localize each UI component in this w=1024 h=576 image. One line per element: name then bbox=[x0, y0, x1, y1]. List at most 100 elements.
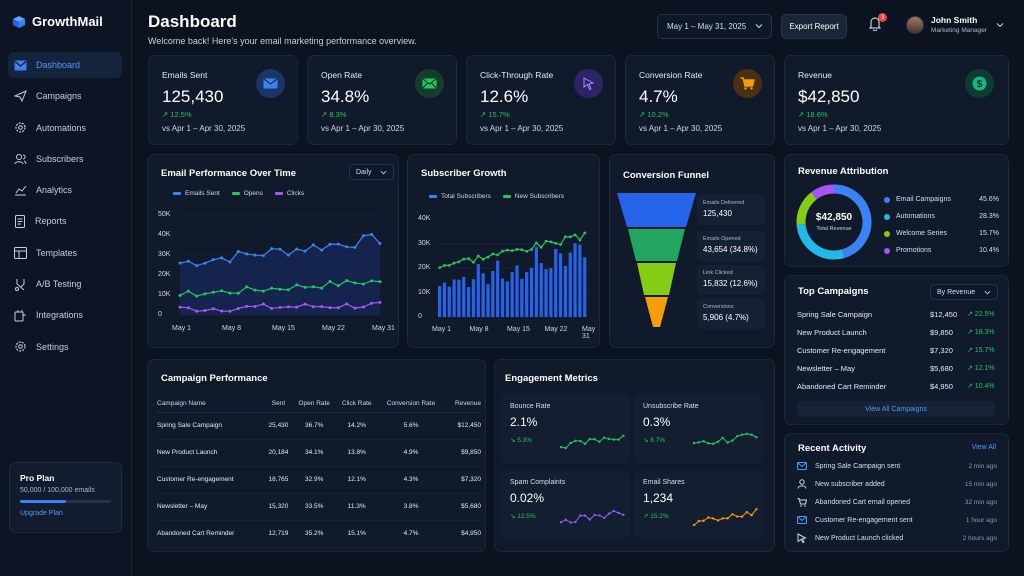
series-point bbox=[443, 264, 446, 267]
sparkline-point bbox=[716, 519, 720, 522]
series-point bbox=[564, 235, 567, 239]
users-icon bbox=[14, 153, 27, 165]
column-header[interactable]: Conversion Rate bbox=[377, 396, 445, 413]
sparkline-point bbox=[750, 513, 753, 517]
sidebar-item-campaigns[interactable]: Campaigns bbox=[8, 83, 122, 109]
sort-select[interactable]: By Revenue bbox=[930, 284, 998, 300]
series-point bbox=[203, 261, 207, 265]
x-tick-label: May 8 bbox=[469, 326, 489, 333]
campaign-row[interactable]: Customer Re-engagement $7,320 ↗ 15.7% bbox=[797, 346, 995, 355]
series-point bbox=[505, 248, 509, 252]
activity-item[interactable]: New Product Launch clicked 2 hours ago bbox=[797, 529, 997, 547]
stat-compare: vs Apr 1 – Apr 30, 2025 bbox=[162, 124, 246, 133]
series-point bbox=[320, 305, 324, 309]
view-all-campaigns-button[interactable]: View All Campaigns bbox=[797, 401, 995, 417]
series-point bbox=[583, 231, 587, 235]
series-point bbox=[261, 289, 265, 293]
stat-card-emails-sent: Emails Sent 125,430 ↗ 12.5% vs Apr 1 – A… bbox=[148, 55, 298, 145]
sidebar-item-automations[interactable]: Automations bbox=[8, 115, 122, 141]
sparkline-point bbox=[579, 439, 582, 443]
campaign-row[interactable]: New Product Launch $9,850 ↗ 18.3% bbox=[797, 328, 995, 337]
sparkline-point bbox=[740, 433, 744, 436]
revenue-attribution-title: Revenue Attribution bbox=[798, 166, 889, 177]
table-row[interactable]: Customer Re-engagement 18,765 32.9% 12.1% 4.… bbox=[157, 466, 481, 494]
column-header[interactable]: Click Rate bbox=[336, 396, 378, 413]
area-fill bbox=[180, 234, 380, 315]
bell-icon[interactable] bbox=[868, 16, 882, 31]
table-row[interactable]: Abandoned Cart Reminder 12,719 35.2% 15.1% 4… bbox=[157, 520, 481, 548]
series-point bbox=[245, 252, 249, 256]
sidebar-item-label: Subscribers bbox=[36, 153, 84, 164]
export-report-button[interactable]: Export Report bbox=[781, 14, 847, 39]
stat-value: $42,850 bbox=[798, 87, 860, 106]
sparkline-point bbox=[707, 516, 710, 519]
bar bbox=[476, 264, 480, 317]
column-header[interactable]: Open Rate bbox=[292, 396, 337, 413]
bar bbox=[467, 287, 471, 317]
sidebar-item-integrations[interactable]: Integrations bbox=[8, 302, 122, 328]
sidebar-item-ab-testing[interactable]: A/B Testing bbox=[8, 271, 122, 297]
series-point bbox=[534, 241, 538, 245]
campaign-row[interactable]: Newsletter – May $5,680 ↗ 12.1% bbox=[797, 364, 995, 373]
campaign-row[interactable]: Spring Sale Campaign $12,450 ↗ 22.5% bbox=[797, 310, 995, 319]
interval-select[interactable]: Daily bbox=[349, 164, 394, 180]
sparkline-point bbox=[588, 437, 591, 441]
sidebar-item-settings[interactable]: Settings bbox=[8, 334, 122, 360]
activity-item[interactable]: Customer Re-engagement sent 1 hour ago bbox=[797, 511, 997, 529]
series-point bbox=[525, 250, 529, 253]
campaign-row[interactable]: Abandoned Cart Reminder $4,950 ↗ 10.4% bbox=[797, 382, 995, 391]
stat-label: Revenue bbox=[798, 70, 833, 80]
series-point bbox=[328, 242, 332, 246]
series-point bbox=[295, 247, 299, 251]
series-point bbox=[438, 266, 441, 270]
activity-item[interactable]: Abandoned Cart email opened 32 min ago bbox=[797, 493, 997, 511]
series-point bbox=[311, 243, 315, 247]
chevron-down-icon bbox=[996, 23, 1004, 28]
series-point bbox=[195, 294, 199, 298]
donut-total: $42,850 bbox=[815, 212, 853, 223]
series-point bbox=[462, 257, 466, 261]
bar bbox=[457, 279, 461, 317]
series-point bbox=[195, 264, 199, 268]
series-point bbox=[211, 258, 215, 262]
bar bbox=[573, 243, 577, 317]
sparkline-point bbox=[574, 520, 577, 524]
user-menu[interactable]: John Smith Marketing Manager bbox=[906, 15, 1004, 34]
sparkline bbox=[559, 509, 625, 524]
column-header[interactable]: Sent bbox=[264, 396, 293, 413]
subscriber-growth-chart bbox=[438, 218, 588, 318]
bar bbox=[534, 247, 538, 317]
upgrade-plan-link[interactable]: Upgrade Plan bbox=[20, 510, 63, 517]
sidebar-item-dashboard[interactable]: Dashboard bbox=[8, 52, 122, 78]
sparkline-point bbox=[593, 513, 596, 517]
column-header[interactable]: Campaign Name bbox=[157, 396, 265, 413]
bar bbox=[452, 279, 456, 317]
table-row[interactable]: New Product Launch 20,184 34.1% 13.8% 4.9% $9… bbox=[157, 439, 481, 467]
bar bbox=[500, 278, 505, 317]
series-point bbox=[568, 235, 572, 239]
x-tick-label: May 15 bbox=[507, 326, 530, 333]
sidebar-item-templates[interactable]: Templates bbox=[8, 240, 122, 266]
sidebar-item-reports[interactable]: Reports bbox=[8, 208, 122, 234]
date-range-picker[interactable]: May 1 – May 31, 2025 bbox=[657, 14, 772, 39]
template-icon bbox=[14, 246, 27, 259]
x-tick-label: May 8 bbox=[222, 325, 242, 332]
table-row[interactable]: Newsletter – May 15,320 33.5% 11.3% 3.8% $5,6… bbox=[157, 493, 481, 521]
brand[interactable]: GrowthMail bbox=[12, 14, 103, 29]
y-tick-label: 10K bbox=[418, 288, 431, 296]
activity-item[interactable]: New subscriber added 15 min ago bbox=[797, 475, 997, 493]
sidebar-item-label: Reports bbox=[35, 216, 67, 227]
view-all-activity-link[interactable]: View All bbox=[971, 444, 996, 451]
series-point bbox=[211, 307, 215, 311]
bar bbox=[539, 263, 543, 317]
activity-item[interactable]: Spring Sale Campaign sent 2 min ago bbox=[797, 457, 997, 475]
stat-change: ↗ 8.3% bbox=[321, 110, 347, 119]
sidebar-item-analytics[interactable]: Analytics bbox=[8, 177, 122, 203]
table-row[interactable]: Spring Sale Campaign 25,430 36.7% 14.2% 5.6%… bbox=[157, 412, 481, 440]
sidebar-item-subscribers[interactable]: Subscribers bbox=[8, 146, 122, 172]
sparkline-point bbox=[564, 446, 567, 450]
svg-text:$: $ bbox=[977, 79, 983, 90]
column-header[interactable]: Revenue bbox=[444, 396, 481, 413]
sparkline-point bbox=[721, 436, 724, 440]
revenue-legend: Email Campaigns 45.6% Automations 28.3% We… bbox=[884, 191, 999, 259]
